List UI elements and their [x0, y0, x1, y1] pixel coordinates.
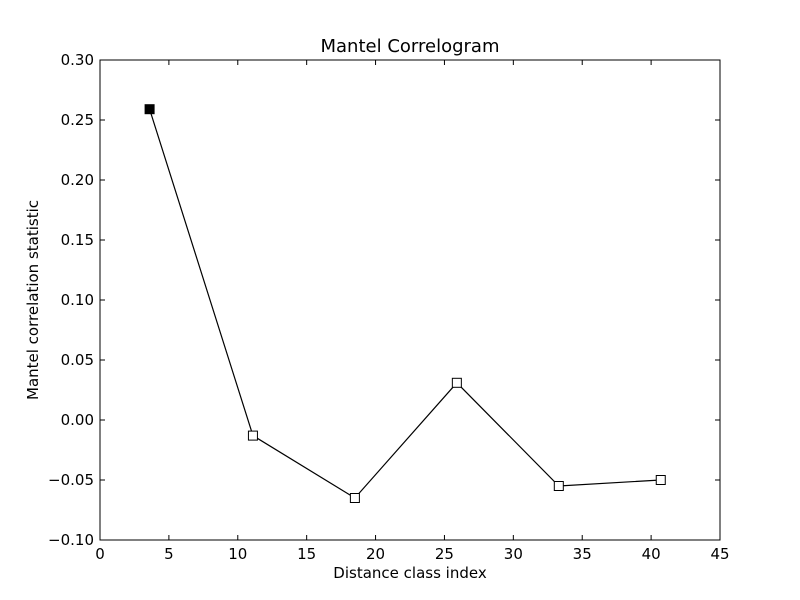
y-axis-label: Mantel correlation statistic: [24, 200, 42, 400]
x-tick-label: 5: [164, 545, 174, 563]
data-point: [553, 481, 564, 491]
data-point: [655, 475, 666, 485]
data-point: [144, 104, 155, 115]
x-tick-label: 35: [573, 545, 592, 563]
data-point: [247, 430, 258, 441]
x-tick-label: 30: [504, 545, 523, 563]
y-tick-label: 0.20: [61, 171, 94, 189]
x-tick-label: 10: [228, 545, 247, 563]
series-line: [149, 109, 661, 499]
x-tick-label: 45: [710, 545, 729, 563]
data-point: [451, 377, 462, 388]
x-tick-label: 40: [642, 545, 661, 563]
x-tick-label: 25: [435, 545, 454, 563]
y-tick-label: 0.30: [61, 51, 94, 69]
y-tick-label: 0.25: [61, 111, 94, 129]
x-tick-label: 15: [297, 545, 316, 563]
y-tick-label: 0.10: [61, 291, 94, 309]
y-tick-label: 0.15: [61, 231, 94, 249]
y-tick-label: 0.00: [61, 411, 94, 429]
x-axis-label: Distance class index: [333, 564, 487, 582]
y-tick-label: 0.05: [61, 351, 94, 369]
x-tick-label: 20: [366, 545, 385, 563]
x-tick-label: 0: [95, 545, 105, 563]
plot-area: 0 5 10 15 20 25 30 35 40 45 −0.10 −0.05 0.00 0.05 0.10…: [48, 51, 730, 563]
data-point: [349, 493, 360, 503]
y-tick-label: −0.05: [48, 471, 94, 489]
y-tick-label: −0.10: [48, 531, 94, 549]
chart-title: Mantel Correlogram: [321, 36, 500, 57]
